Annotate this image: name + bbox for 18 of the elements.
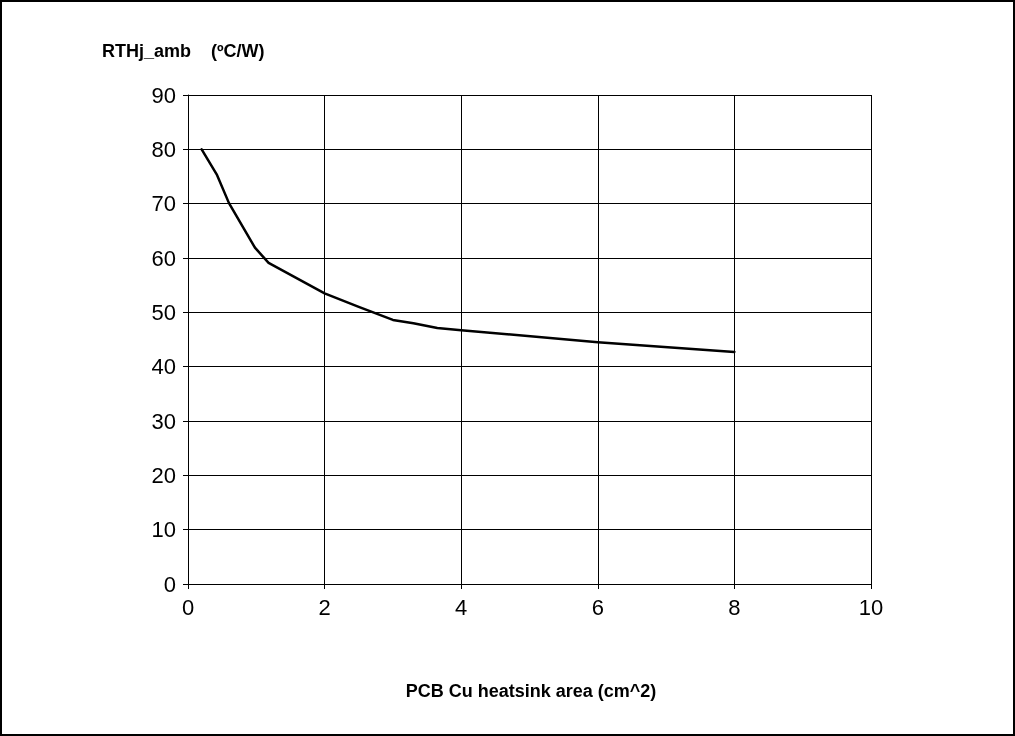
y-tick-label: 20 xyxy=(151,462,176,488)
y-tick-label: 90 xyxy=(151,82,176,108)
y-tick-label: 10 xyxy=(151,517,176,543)
x-tick-label: 2 xyxy=(318,594,331,620)
y-axis-title: RTHj_amb (ºC/W) xyxy=(102,41,265,61)
x-axis-title: PCB Cu heatsink area (cm^2) xyxy=(405,681,657,701)
y-tick-label: 80 xyxy=(151,136,176,162)
y-tick-label: 40 xyxy=(151,354,176,380)
y-tick-label: 60 xyxy=(151,245,176,271)
x-tick-label: 10 xyxy=(858,594,884,620)
y-tick-label: 0 xyxy=(163,571,176,597)
y-tick-label: 30 xyxy=(151,408,176,434)
y-tick-label: 50 xyxy=(151,299,176,325)
y-tick-label: 70 xyxy=(151,191,176,217)
x-tick-label: 0 xyxy=(181,594,195,620)
x-tick-label: 8 xyxy=(728,594,741,620)
x-tick-label: 6 xyxy=(591,594,604,620)
x-tick-label: 4 xyxy=(455,594,468,620)
